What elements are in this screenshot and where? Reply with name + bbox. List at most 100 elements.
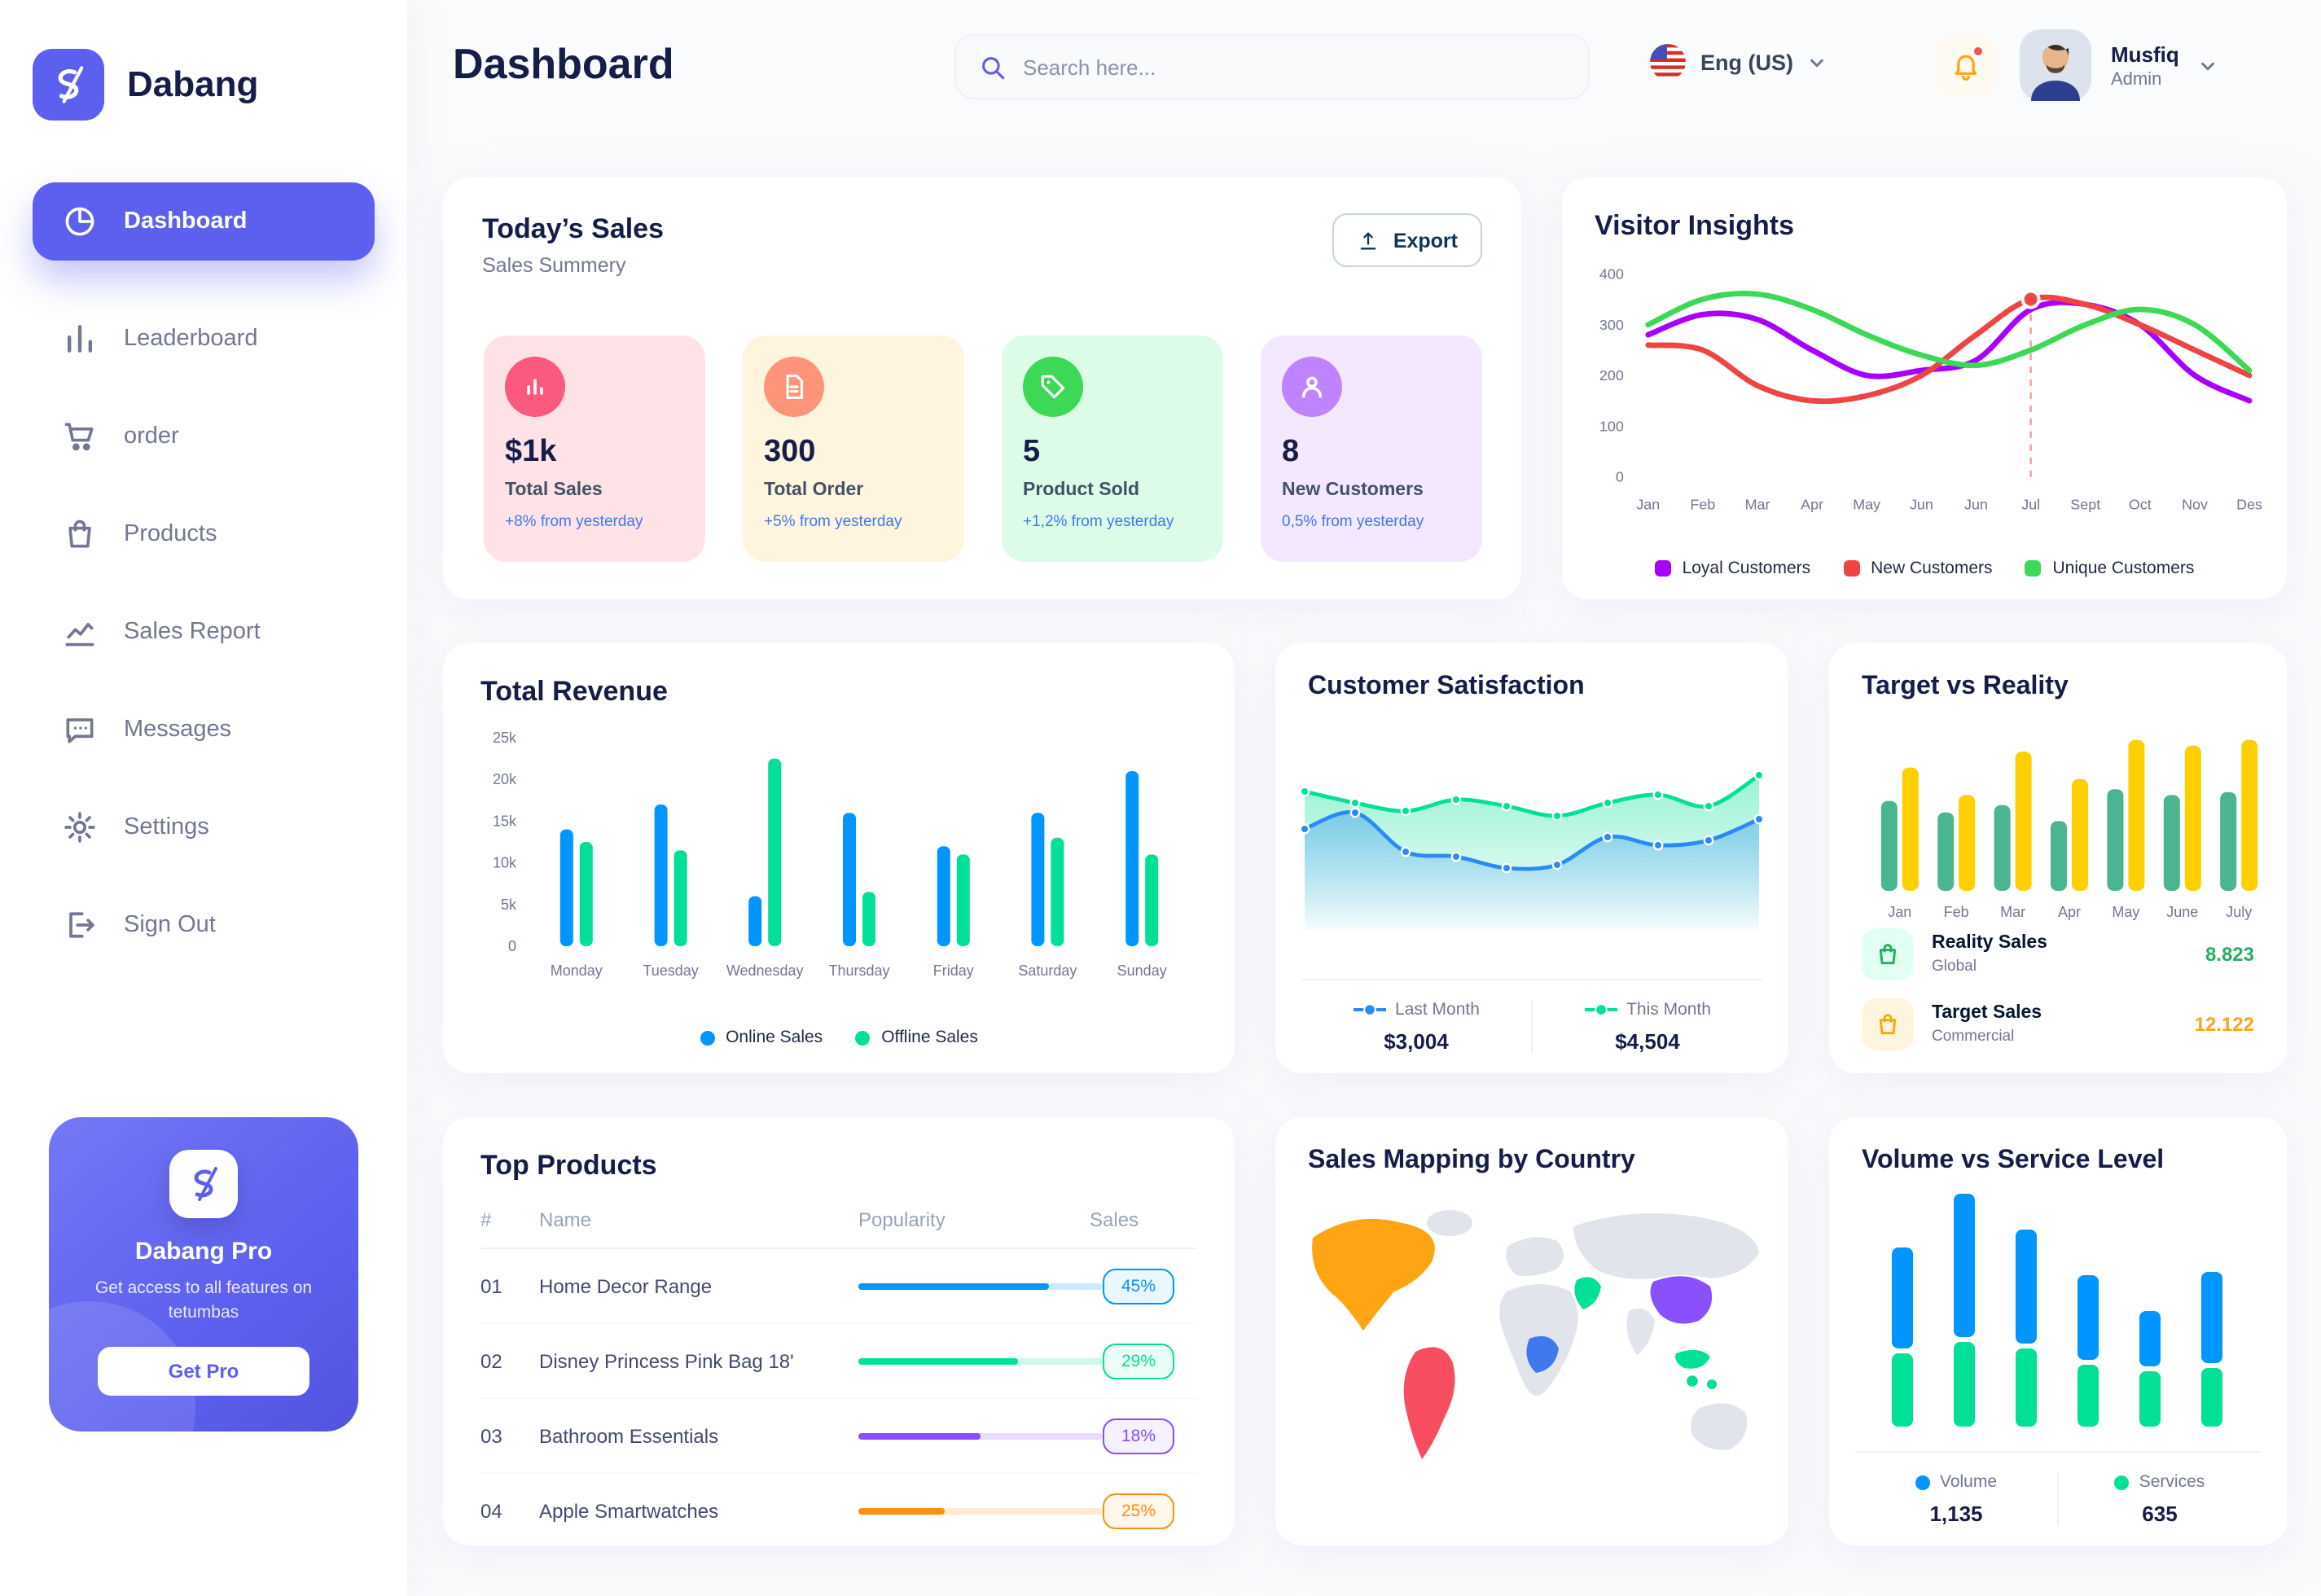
target-vs-reality-legend: Reality Sales Global 8.823 Target Sales Co… <box>1862 910 2254 1050</box>
sidebar-item-sales-report[interactable]: Sales Report <box>33 583 375 681</box>
svg-text:Monday: Monday <box>551 962 603 979</box>
sidebar-item-products[interactable]: Products <box>33 485 375 583</box>
product-name: Home Decor Range <box>539 1274 713 1297</box>
user-role: Admin <box>2111 69 2162 89</box>
search-icon <box>982 56 1005 79</box>
gear-icon <box>62 809 98 845</box>
svg-text:0: 0 <box>1616 469 1624 485</box>
sales-badge: 29% <box>1103 1343 1174 1379</box>
sidebar-item-messages[interactable]: Messages <box>33 681 375 778</box>
total-revenue-chart: 0 5k 10k 15k 20k 25k Monday Tuesday Wednesday Thu… <box>464 718 1213 998</box>
sidebar-item-sign-out[interactable]: Sign Out <box>33 876 375 974</box>
sidebar-item-dashboard[interactable]: Dashboard <box>33 182 375 261</box>
popularity-bar <box>858 1508 1103 1515</box>
sidebar-item-label: Settings <box>124 814 209 840</box>
legend-item: New Customers <box>1843 559 1993 578</box>
stat-value: 300 <box>764 435 816 469</box>
svg-text:June: June <box>2166 904 2198 920</box>
stat-note: +5% from yesterday <box>764 513 902 531</box>
stat-value: 8 <box>1282 435 1300 469</box>
col-sales: Sales <box>1090 1208 1139 1231</box>
product-name: Disney Princess Pink Bag 18' <box>539 1349 794 1372</box>
sales-mapping-title: Sales Mapping by Country <box>1308 1147 1635 1174</box>
product-row-01[interactable]: 01 Home Decor Range 45% <box>480 1249 1197 1324</box>
map-region-north-america[interactable] <box>1312 1218 1435 1331</box>
stat-note: +8% from yesterday <box>505 513 643 531</box>
language-selector[interactable]: Eng (US) <box>1650 44 1826 80</box>
sidebar-item-label: order <box>124 423 179 449</box>
stat-tag-icon <box>1023 357 1083 417</box>
sidebar-item-order[interactable]: order <box>33 388 375 485</box>
svg-text:Feb: Feb <box>1944 904 1969 920</box>
export-icon <box>1361 231 1377 249</box>
search-input[interactable] <box>1023 55 1565 79</box>
sales-badge: 45% <box>1103 1268 1174 1304</box>
map-region-middle-east[interactable] <box>1574 1277 1601 1309</box>
notifications-button[interactable] <box>1935 34 1997 96</box>
svg-text:Apr: Apr <box>1801 497 1823 513</box>
product-row-03[interactable]: 03 Bathroom Essentials 18% <box>480 1399 1197 1474</box>
export-button[interactable]: Export <box>1332 213 1482 267</box>
legend-item-this-month: This Month $4,504 <box>1533 1000 1762 1054</box>
map-region-africa-highlight[interactable] <box>1526 1335 1559 1373</box>
total-revenue-card: Total Revenue 0 5k 10k 15k 20k 25k Monday Tuesd… <box>443 643 1235 1073</box>
sidebar-item-label: Products <box>124 521 217 547</box>
svg-text:Apr: Apr <box>2058 904 2081 920</box>
visitor-insights-title: Visitor Insights <box>1595 210 1794 241</box>
profile-menu[interactable]: Musfiq Admin <box>2020 29 2217 101</box>
sidebar-item-settings[interactable]: Settings <box>33 778 375 876</box>
svg-text:Friday: Friday <box>933 962 974 979</box>
sidebar-item-leaderboard[interactable]: Leaderboard <box>33 290 375 388</box>
stat-card-new-customers: 8 New Customers 0,5% from yesterday <box>1261 335 1482 562</box>
sales-badge: 18% <box>1103 1418 1174 1454</box>
bag-icon <box>62 516 98 552</box>
stat-card-product-sold: 5 Product Sold +1,2% from yesterday <box>1002 335 1223 562</box>
product-row-02[interactable]: 02 Disney Princess Pink Bag 18' 29% <box>480 1324 1197 1399</box>
svg-text:10k: 10k <box>493 855 517 871</box>
chevron-down-icon <box>2200 61 2214 70</box>
leaderboard-icon <box>62 321 98 357</box>
pro-promo-text: Get access to all features on tetumbas <box>94 1278 313 1323</box>
map-region-asia <box>1573 1213 1759 1279</box>
customer-satisfaction-chart <box>1292 718 1772 946</box>
sidebar-item-label: Messages <box>124 717 232 743</box>
user-name: Musfiq <box>2111 42 2179 66</box>
app-title: Dabang <box>127 64 259 104</box>
svg-text:Oct: Oct <box>2129 497 2152 513</box>
notification-dot <box>1972 46 1984 57</box>
sidebar-item-label: Sign Out <box>124 912 216 938</box>
visitor-insights-chart: 0 100 200 300 400 Jan Feb Mar Apr May Jun Jun Jul Sep… <box>1575 249 2274 539</box>
svg-text:200: 200 <box>1599 367 1624 384</box>
message-icon <box>62 712 98 748</box>
visitor-insights-legend: Loyal Customers New Customers Unique Custo… <box>1562 559 2287 578</box>
col-popularity: Popularity <box>858 1208 946 1231</box>
map-region-indonesia[interactable] <box>1675 1349 1710 1369</box>
pro-promo-title: Dabang Pro <box>134 1238 273 1265</box>
todays-sales-title: Today’s Sales <box>482 213 664 244</box>
logo: Dabang <box>0 0 407 121</box>
chart-icon <box>62 614 98 650</box>
stat-card-total-sales: $1k Total Sales +8% from yesterday <box>484 335 705 562</box>
svg-text:400: 400 <box>1599 265 1624 282</box>
stat-note: +1,2% from yesterday <box>1023 513 1174 531</box>
sidebar-menu: Dashboard Leaderboard order Products Sales R… <box>0 182 407 974</box>
sales-stat-cards: $1k Total Sales +8% from yesterday 300 Total… <box>484 335 1482 562</box>
bag-icon <box>1862 998 1914 1050</box>
language-label: Eng (US) <box>1700 50 1793 74</box>
map-region-island <box>1707 1379 1717 1389</box>
popularity-bar <box>858 1432 1103 1439</box>
pro-promo-card: Dabang Pro Get access to all features on… <box>49 1117 358 1432</box>
svg-text:Saturday: Saturday <box>1018 962 1077 979</box>
customer-satisfaction-legend: Last Month $3,004 This Month $4,504 <box>1301 979 1762 1054</box>
target-vs-reality-chart: Jan Feb Mar Apr May June July <box>1849 715 2267 927</box>
get-pro-button[interactable]: Get Pro <box>98 1347 309 1396</box>
product-row-04[interactable]: 04 Apple Smartwatches 25% <box>480 1474 1197 1549</box>
total-revenue-title: Total Revenue <box>480 676 668 707</box>
avatar <box>2020 29 2091 101</box>
top-products-header: # Name Popularity Sales <box>480 1208 1197 1249</box>
map-region-china[interactable] <box>1650 1276 1713 1324</box>
svg-text:Mar: Mar <box>2000 904 2025 920</box>
map-region-south-america[interactable] <box>1403 1347 1455 1459</box>
dabang-logo-icon <box>33 49 104 121</box>
svg-text:May: May <box>2112 904 2139 920</box>
